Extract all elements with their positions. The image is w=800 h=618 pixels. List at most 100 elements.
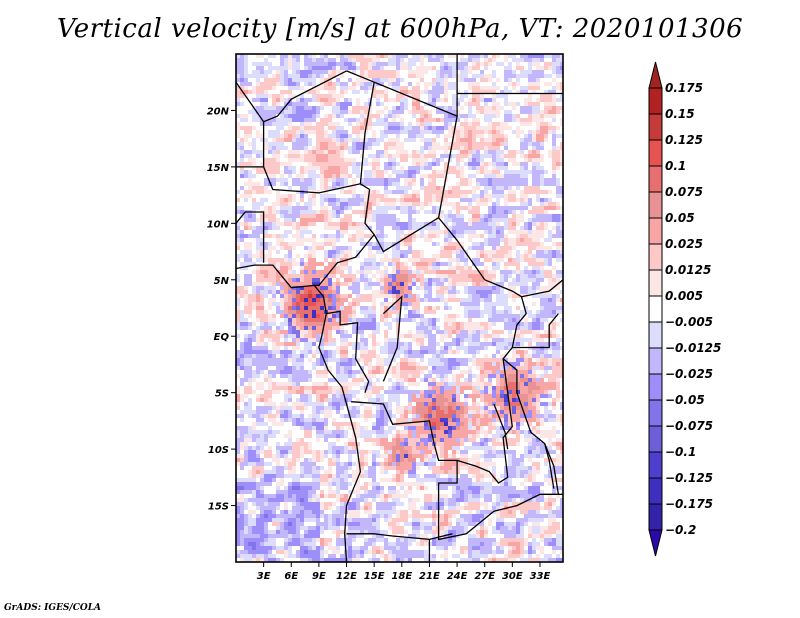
field-cell xyxy=(336,290,340,294)
field-cell xyxy=(268,210,272,214)
field-cell xyxy=(336,254,340,258)
field-cell xyxy=(560,70,563,74)
field-cell xyxy=(376,206,380,210)
field-cell xyxy=(452,230,456,234)
field-cell xyxy=(268,142,272,146)
field-cell xyxy=(332,186,336,190)
field-cell xyxy=(460,154,464,158)
field-cell xyxy=(372,274,376,278)
field-cell xyxy=(384,154,388,158)
field-cell xyxy=(432,154,436,158)
field-cell xyxy=(484,286,488,290)
field-cell xyxy=(356,250,360,254)
field-cell xyxy=(244,90,248,94)
field-cell xyxy=(440,242,444,246)
field-cell xyxy=(360,246,364,250)
field-cell xyxy=(296,102,300,106)
field-cell xyxy=(536,222,540,226)
field-cell xyxy=(376,210,380,214)
field-cell xyxy=(436,198,440,202)
field-cell xyxy=(356,290,360,294)
field-cell xyxy=(456,110,460,114)
field-cell xyxy=(292,178,296,182)
field-cell xyxy=(472,66,476,70)
field-cell xyxy=(440,226,444,230)
field-cell xyxy=(516,62,520,66)
field-cell xyxy=(432,226,436,230)
field-cell xyxy=(256,170,260,174)
field-cell xyxy=(532,62,536,66)
field-cell xyxy=(344,150,348,154)
field-cell xyxy=(400,146,404,150)
field-cell xyxy=(560,94,563,98)
field-cell xyxy=(556,186,560,190)
field-cell xyxy=(312,154,316,158)
field-cell xyxy=(432,122,436,126)
field-cell xyxy=(260,262,264,266)
field-cell xyxy=(284,74,288,78)
field-cell xyxy=(512,190,516,194)
field-cell xyxy=(404,270,408,274)
field-cell xyxy=(292,230,296,234)
field-cell xyxy=(304,110,308,114)
field-cell xyxy=(500,190,504,194)
field-cell xyxy=(348,162,352,166)
field-cell xyxy=(252,238,256,242)
field-cell xyxy=(416,238,420,242)
field-cell xyxy=(508,286,512,290)
field-cell xyxy=(452,98,456,102)
field-cell xyxy=(400,106,404,110)
field-cell xyxy=(244,170,248,174)
field-cell xyxy=(476,90,480,94)
field-cell xyxy=(340,282,344,286)
field-cell xyxy=(472,278,476,282)
field-cell xyxy=(304,218,308,222)
field-cell xyxy=(396,286,400,290)
field-cell xyxy=(556,250,560,254)
field-cell xyxy=(260,242,264,246)
field-cell xyxy=(500,122,504,126)
field-cell xyxy=(252,178,256,182)
field-cell xyxy=(260,54,264,58)
field-cell xyxy=(444,74,448,78)
field-cell xyxy=(304,114,308,118)
field-cell xyxy=(272,158,276,162)
field-cell xyxy=(324,254,328,258)
field-cell xyxy=(436,174,440,178)
field-cell xyxy=(500,98,504,102)
field-cell xyxy=(424,98,428,102)
field-cell xyxy=(500,218,504,222)
field-cell xyxy=(484,262,488,266)
field-cell xyxy=(240,230,244,234)
field-cell xyxy=(344,290,348,294)
field-cell xyxy=(508,126,512,130)
field-cell xyxy=(336,194,340,198)
field-cell xyxy=(464,126,468,130)
field-cell xyxy=(344,162,348,166)
field-cell xyxy=(484,150,488,154)
field-cell xyxy=(288,66,292,70)
field-cell xyxy=(420,142,424,146)
field-cell xyxy=(244,86,248,90)
field-cell xyxy=(336,294,340,298)
field-cell xyxy=(536,258,540,262)
field-cell xyxy=(332,286,336,290)
field-cell xyxy=(524,110,528,114)
field-cell xyxy=(372,226,376,230)
field-cell xyxy=(516,198,520,202)
field-cell xyxy=(544,98,548,102)
field-cell xyxy=(376,178,380,182)
field-cell xyxy=(260,110,264,114)
field-cell xyxy=(388,130,392,134)
field-cell xyxy=(492,262,496,266)
field-cell xyxy=(496,78,500,82)
field-cell xyxy=(420,54,424,58)
field-cell xyxy=(536,262,540,266)
field-cell xyxy=(264,234,268,238)
field-cell xyxy=(376,78,380,82)
field-cell xyxy=(260,266,264,270)
field-cell xyxy=(328,102,332,106)
field-cell xyxy=(304,270,308,274)
field-cell xyxy=(532,182,536,186)
field-cell xyxy=(476,186,480,190)
